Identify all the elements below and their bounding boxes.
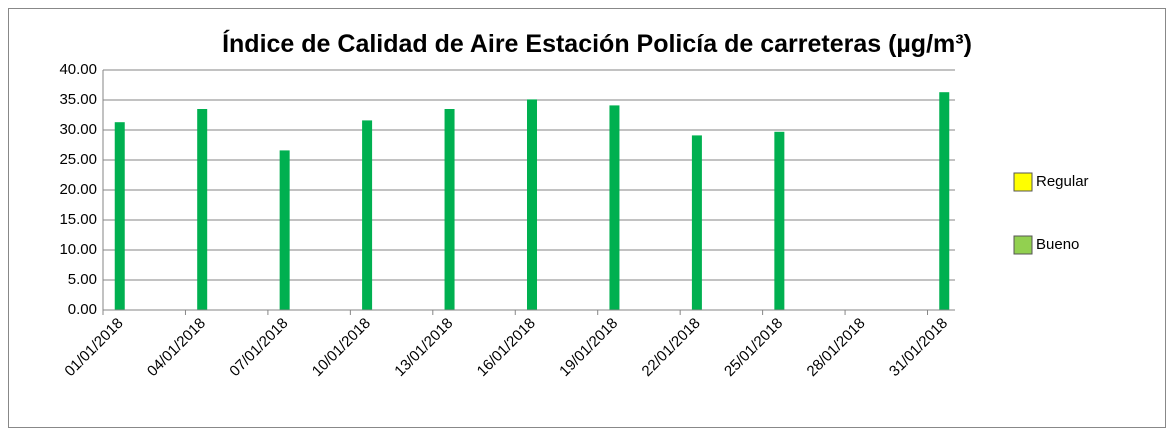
y-tick-label: 5.00: [68, 271, 97, 288]
bar: [939, 92, 950, 310]
y-tick-label: 10.00: [59, 241, 97, 258]
legend-swatch: [1013, 172, 1033, 192]
bar: [527, 99, 537, 311]
bar: [114, 122, 125, 310]
y-tick-label: 35.00: [59, 91, 97, 108]
y-tick-label: 25.00: [59, 151, 97, 168]
y-tick-label: 15.00: [59, 211, 97, 228]
bar: [609, 105, 620, 311]
chart-frame: [8, 8, 1166, 428]
y-tick-label: 40.00: [59, 61, 97, 78]
bar: [444, 109, 455, 310]
y-tick-label: 30.00: [59, 121, 97, 138]
bar: [362, 120, 373, 311]
chart-title: Índice de Calidad de Aire Estación Polic…: [222, 29, 972, 58]
legend-swatch: [1013, 235, 1033, 255]
bar: [279, 150, 290, 310]
y-tick-label: 0.00: [68, 301, 97, 318]
y-tick-label: 20.00: [59, 181, 97, 198]
bar: [691, 135, 702, 310]
legend-label: Regular: [1036, 173, 1089, 190]
bar: [197, 109, 208, 310]
legend-label: Bueno: [1036, 236, 1079, 253]
bar: [774, 131, 785, 310]
